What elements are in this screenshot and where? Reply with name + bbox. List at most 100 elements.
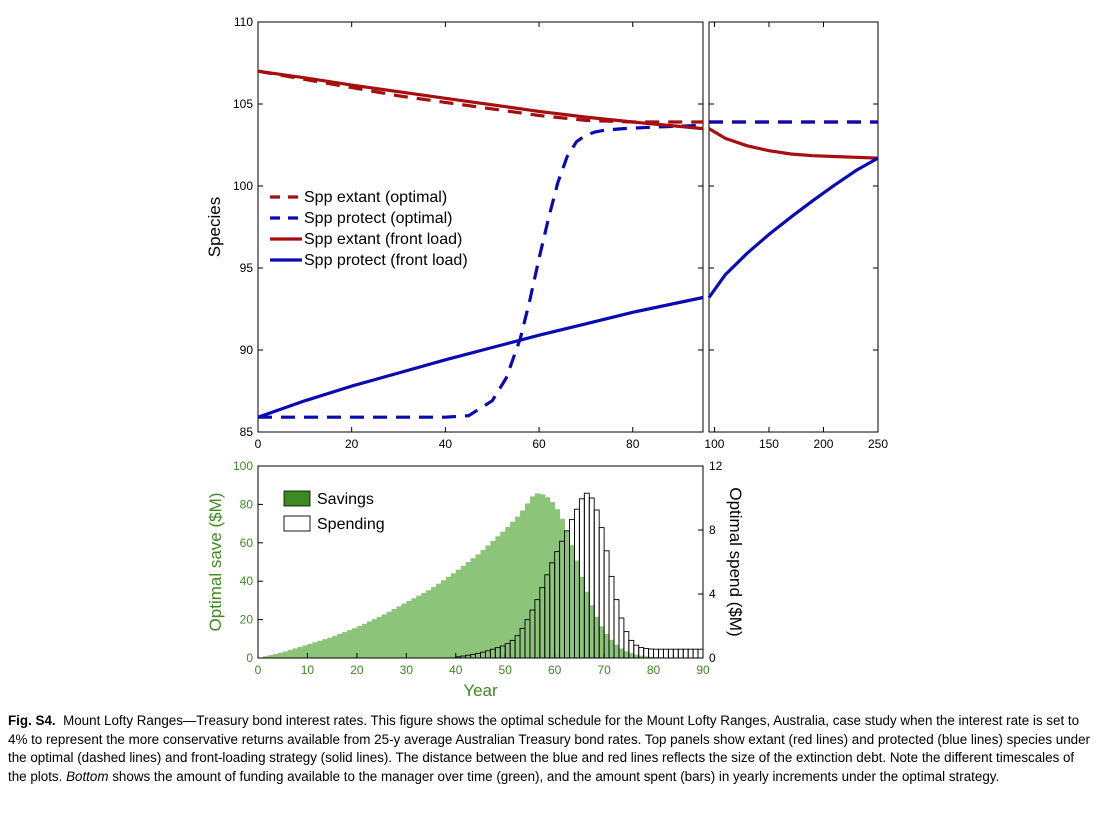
figure-caption: Fig. S4. Mount Lofty Ranges—Treasury bon… bbox=[8, 712, 1096, 786]
spending-bar bbox=[653, 648, 659, 659]
savings-bar bbox=[287, 649, 294, 658]
caption-italic: Bottom bbox=[66, 768, 109, 784]
savings-bar bbox=[307, 643, 313, 658]
savings-bar bbox=[342, 632, 348, 658]
savings-bar bbox=[520, 510, 526, 658]
savings-bar bbox=[470, 558, 476, 658]
savings-bar bbox=[465, 562, 472, 658]
savings-bar bbox=[515, 516, 521, 658]
y2-tick-label: 4 bbox=[709, 587, 716, 601]
spending-bar bbox=[662, 648, 669, 659]
savings-bar bbox=[594, 616, 600, 658]
savings-bar bbox=[351, 628, 358, 658]
savings-bar bbox=[262, 656, 269, 658]
savings-bar bbox=[549, 502, 556, 658]
y-tick-label: 60 bbox=[240, 536, 254, 550]
savings-bar bbox=[638, 655, 645, 658]
savings-bar bbox=[495, 536, 501, 658]
savings-bar bbox=[401, 603, 407, 658]
top-left-species-panel: 85 90 95 100 105 110 0 20 40 60 80 Species Spp extan… bbox=[205, 15, 704, 451]
caption-text-end: shows the amount of funding available to… bbox=[112, 768, 1000, 784]
savings-bar bbox=[327, 637, 333, 658]
x-tick-label: 20 bbox=[350, 663, 364, 677]
savings-bar bbox=[277, 652, 284, 658]
y2-tick-label: 12 bbox=[709, 459, 723, 473]
y-tick-label: 100 bbox=[233, 179, 253, 193]
savings-bar bbox=[322, 639, 328, 658]
savings-bar bbox=[529, 496, 536, 658]
savings-bar bbox=[490, 540, 496, 658]
savings-bar bbox=[525, 503, 531, 658]
legend-label: Spp protect (front load) bbox=[304, 252, 468, 269]
savings-bar bbox=[614, 644, 620, 658]
top-right-axes-box bbox=[708, 21, 879, 433]
legend-label: Spp extant (front load) bbox=[304, 231, 462, 248]
x-tick-label: 150 bbox=[759, 437, 779, 451]
y-axis-label-left: Optimal save ($M) bbox=[206, 493, 225, 632]
savings-bar bbox=[628, 653, 635, 658]
savings-bar bbox=[648, 656, 654, 658]
legend-label: Savings bbox=[317, 491, 374, 508]
savings-bar bbox=[386, 611, 392, 658]
series-line-spp-protect-optimal-dashed bbox=[258, 123, 704, 419]
spending-bar bbox=[697, 648, 704, 659]
y-tick-label: 80 bbox=[240, 497, 254, 511]
y-axis-label-right: Optimal spend ($M) bbox=[726, 487, 745, 636]
savings-bar bbox=[633, 654, 640, 658]
savings-bar bbox=[589, 605, 595, 658]
savings-bar bbox=[347, 630, 353, 658]
y-tick-label: 90 bbox=[240, 343, 254, 357]
savings-bar bbox=[579, 576, 585, 658]
savings-bar bbox=[391, 609, 397, 658]
legend-label: Spending bbox=[317, 516, 385, 533]
savings-bar bbox=[604, 634, 610, 658]
x-tick-label: 80 bbox=[626, 437, 640, 451]
savings-bar bbox=[460, 565, 467, 658]
x-tick-label: 30 bbox=[400, 663, 414, 677]
x-tick-label: 20 bbox=[345, 437, 359, 451]
x-tick-label: 70 bbox=[597, 663, 611, 677]
savings-bar bbox=[371, 619, 378, 658]
legend-swatch-spending bbox=[283, 515, 311, 532]
series-line-spp-protect-front-load-solid bbox=[707, 156, 879, 299]
savings-bar bbox=[396, 606, 402, 658]
y-tick-label: 85 bbox=[240, 425, 254, 439]
savings-bar bbox=[510, 521, 516, 658]
spending-bar bbox=[658, 648, 664, 659]
series-line-spp-extant-front-load-solid bbox=[257, 69, 704, 131]
y-tick-label: 105 bbox=[233, 97, 253, 111]
savings-bar bbox=[421, 592, 427, 658]
savings-bar bbox=[361, 623, 368, 658]
savings-bar bbox=[505, 526, 511, 658]
series-line-spp-extant-front-load-solid bbox=[708, 127, 879, 160]
x-tick-label: 50 bbox=[499, 663, 513, 677]
spending-bar bbox=[682, 648, 689, 659]
savings-bar bbox=[440, 580, 447, 658]
spending-bar bbox=[648, 648, 655, 659]
bottom-axes-box bbox=[257, 465, 704, 659]
spending-bar bbox=[672, 648, 679, 659]
y-tick-label: 20 bbox=[240, 613, 254, 627]
y2-tick-label: 0 bbox=[709, 651, 716, 665]
legend-label: Spp extant (optimal) bbox=[304, 189, 447, 206]
caption-text: Mount Lofty Ranges—Treasury bond interes… bbox=[8, 713, 1090, 784]
savings-bar bbox=[623, 651, 630, 658]
savings-bar bbox=[599, 626, 605, 658]
savings-bar bbox=[292, 648, 298, 658]
savings-bar bbox=[584, 591, 590, 658]
x-tick-label: 60 bbox=[532, 437, 546, 451]
x-tick-label: 0 bbox=[255, 663, 262, 677]
x-tick-label: 10 bbox=[301, 663, 315, 677]
savings-bar bbox=[282, 651, 289, 658]
savings-bar bbox=[539, 494, 546, 658]
savings-bar bbox=[302, 645, 308, 658]
x-tick-label: 200 bbox=[813, 437, 833, 451]
savings-bar bbox=[332, 635, 338, 658]
series-line-spp-extant-optimal-dashed bbox=[257, 69, 703, 124]
savings-bar bbox=[267, 655, 274, 658]
savings-bar bbox=[411, 598, 417, 658]
x-tick-label: 90 bbox=[696, 663, 710, 677]
top-right-species-panel: 100 150 200 250 bbox=[704, 21, 888, 451]
caption-figure-number: Fig. S4. bbox=[8, 713, 56, 728]
y-axis-label: Species bbox=[205, 197, 224, 257]
